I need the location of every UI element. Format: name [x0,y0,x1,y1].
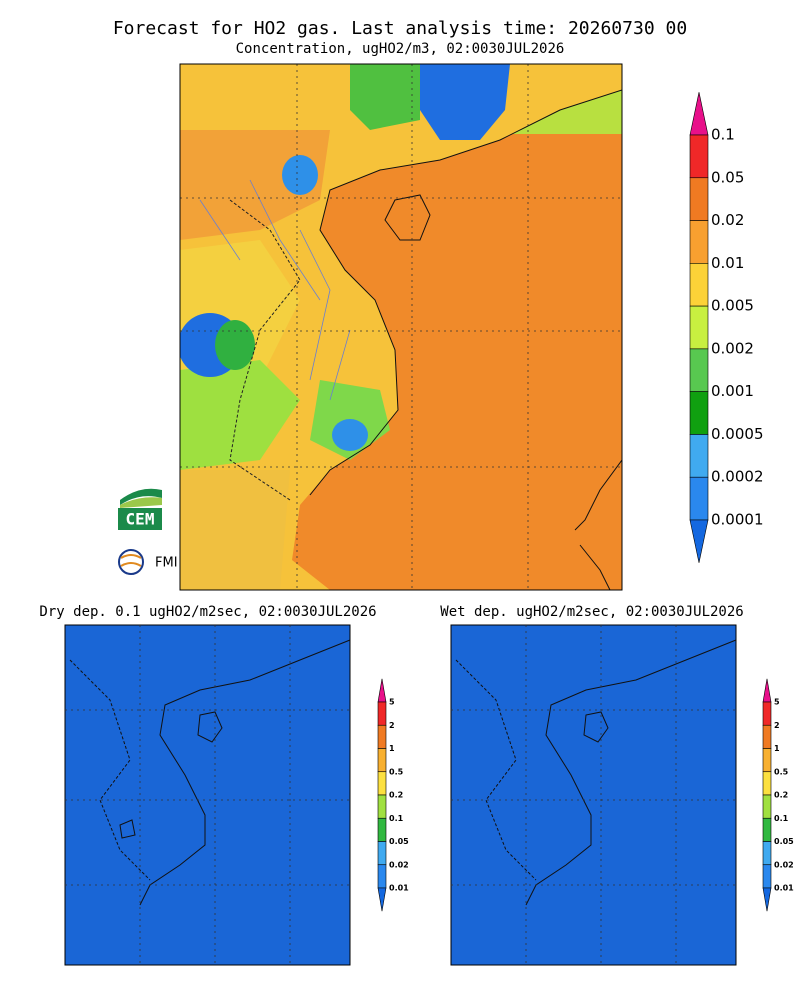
colorbar-label: 0.001 [711,382,754,400]
colorbar-segment [689,391,709,435]
colorbar-segment [377,864,387,889]
colorbar-label: 0.2 [389,791,403,800]
dry-dep-map [64,624,351,966]
colorbar-label: 0.002 [711,339,754,357]
colorbar-label: 5 [774,698,780,707]
colorbar-triangle [689,92,709,136]
colorbar-triangle [377,678,387,703]
colorbar-segment [689,134,709,179]
colorbar-segment [762,864,772,889]
colorbar-label: 0.5 [389,767,404,776]
colorbar-label: 0.02 [774,860,794,869]
colorbar-segment [377,771,387,796]
colorbar-label: 0.05 [774,837,794,846]
colorbar-segment [377,794,387,819]
colorbar-label: 0.1 [774,814,789,823]
colorbar-triangle [689,519,709,563]
colorbar-label: 0.01 [389,884,409,893]
colorbar-label: 0.05 [711,168,744,186]
colorbar-label: 0.2 [774,791,788,800]
colorbar-label: 0.02 [711,211,744,229]
main-map-frame [179,63,623,591]
fmi-logo: FMI [118,549,178,575]
colorbar-segment [762,771,772,796]
colorbars: 0.1 0.05 0.02 0.01 0.005 0.002 0.001 0.0005 0.00… [377,92,794,912]
colorbar-segment [689,305,709,350]
colorbar-triangle [762,678,772,703]
colorbar-label: 0.02 [389,860,409,869]
panel-title: Wet dep. ugHO2/m2sec, 02:0030JUL2026 [440,604,743,620]
colorbar-label: 1 [389,744,395,753]
colorbar-segment [689,263,709,307]
cem-label: CEM [126,510,155,529]
colorbar-segment [377,841,387,866]
colorbar-segment [689,220,709,264]
cem-logo: CEM [118,485,162,531]
colorbar-segment [689,476,709,521]
subtitle: Concentration, ugHO2/m3, 02:0030JUL2026 [236,41,565,57]
colorbar-label: 2 [774,721,780,730]
fmi-label: FMI [155,556,178,571]
colorbar-label: 0.5 [774,767,789,776]
colorbar-segment [377,724,387,749]
colorbar-triangle [377,887,387,912]
colorbar-label: 0.1 [711,126,735,144]
colorbar-segment [689,434,709,478]
colorbar-label: 1 [774,744,780,753]
colorbar-triangle [762,887,772,912]
colorbar-segment [762,841,772,866]
colorbar-segment [762,748,772,773]
colorbar-label: 0.0002 [711,468,764,486]
main-map [180,64,622,590]
colorbar-segment [762,794,772,819]
colorbar-segment [762,817,772,842]
colorbar-segment [377,701,387,726]
colorbar-label: 0.01 [711,254,744,272]
colorbar-label: 0.005 [711,297,754,315]
colorbar-label: 0.05 [389,837,409,846]
colorbar-label: 0.01 [774,884,794,893]
colorbar-segment [377,748,387,773]
title: Forecast for HO2 gas. Last analysis time… [113,18,687,39]
colorbar-label: 0.1 [389,814,404,823]
colorbar-segment [762,701,772,726]
wet-dep-map [450,624,737,966]
colorbar-segment [377,817,387,842]
colorbar-label: 0.0005 [711,425,764,443]
colorbar-label: 2 [389,721,395,730]
colorbar-label: 5 [389,698,395,707]
colorbar-label: 0.0001 [711,511,764,529]
colorbar-segment [689,177,709,221]
colorbar-segment [689,348,709,392]
colorbar-segment [762,724,772,749]
panel-title: Dry dep. 0.1 ugHO2/m2sec, 02:0030JUL2026 [39,604,376,620]
